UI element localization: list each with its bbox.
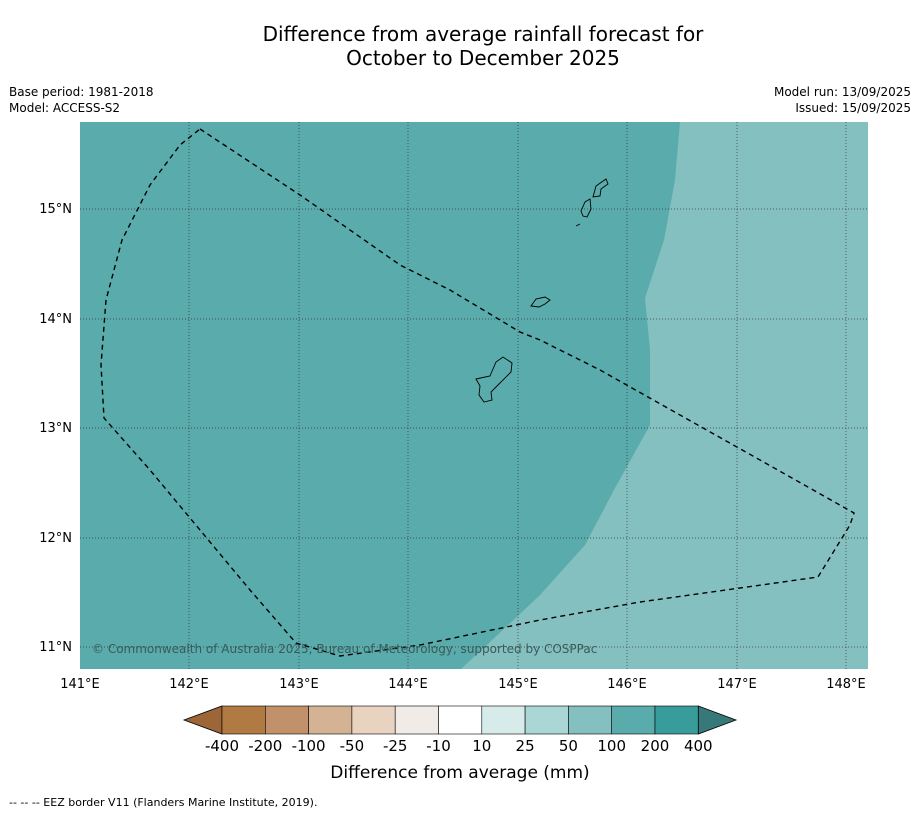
lon-label: 142°E: [169, 677, 209, 692]
colorbar-swatch: [308, 705, 353, 735]
copyright-notice: © Commonwealth of Australia 2025, Bureau…: [92, 642, 597, 656]
graticule: [80, 122, 868, 669]
colorbar-swatch: [568, 705, 613, 735]
saipan-island: [592, 178, 609, 198]
colorbar-swatch: [524, 705, 569, 735]
title-line-2: October to December 2025: [346, 46, 620, 70]
colorbar-swatch: [481, 705, 526, 735]
colorbar-tick-label: 50: [559, 737, 578, 755]
lat-label: 15°N: [39, 202, 72, 217]
colorbar-extend-high: [697, 705, 738, 735]
colorbar-tick-label: -100: [292, 737, 326, 755]
rainfall-band-50-100: [461, 122, 868, 669]
model-name: Model: ACCESS-S2: [9, 101, 121, 115]
lat-label: 14°N: [39, 312, 72, 327]
model-run: Model run: 13/09/2025: [773, 85, 911, 99]
eez-border: [100, 128, 855, 657]
colorbar-swatch: [221, 705, 266, 735]
colorbar-tick-label: 400: [684, 737, 713, 755]
lon-labels: 141°E 142°E 143°E 144°E 145°E 146°E 147°…: [60, 677, 866, 692]
chart-title: Difference from average rainfall forecas…: [0, 22, 919, 70]
base-period: Base period: 1981-2018: [9, 85, 154, 99]
colorbar-swatch: [438, 705, 483, 735]
lat-labels: 15°N 14°N 13°N 12°N 11°N: [39, 202, 72, 655]
colorbar-swatch: [611, 705, 656, 735]
colorbar-extend-low: [182, 705, 223, 735]
lat-label: 11°N: [39, 640, 72, 655]
meta-left: Base period: 1981-2018 Model: ACCESS-S2: [9, 84, 154, 116]
lon-label: 145°E: [498, 677, 538, 692]
guam-island: [475, 356, 513, 403]
colorbar-tick-label: 10: [472, 737, 491, 755]
islands: [475, 178, 609, 403]
colorbar-tick-label: 100: [597, 737, 626, 755]
meta-right: Model run: 13/09/2025 Issued: 15/09/2025: [774, 84, 911, 116]
lat-label: 12°N: [39, 531, 72, 546]
map-area: © Commonwealth of Australia 2025, Bureau…: [80, 122, 868, 669]
colorbar-swatch: [394, 705, 439, 735]
tinian-island: [580, 198, 592, 218]
lon-label: 143°E: [279, 677, 319, 692]
colorbar-tick-label: -10: [426, 737, 451, 755]
title-line-1: Difference from average rainfall forecas…: [262, 22, 704, 46]
eez-footnote: -- -- -- EEZ border V11 (Flanders Marine…: [9, 796, 318, 809]
colorbar-label: Difference from average (mm): [330, 763, 589, 783]
rota-island: [530, 296, 551, 308]
lon-label: 147°E: [717, 677, 757, 692]
colorbar-tick-label: -50: [340, 737, 365, 755]
lon-label: 144°E: [388, 677, 428, 692]
lon-label: 146°E: [607, 677, 647, 692]
colorbar-swatch: [654, 705, 699, 735]
lon-label: 148°E: [826, 677, 866, 692]
colorbar-tick-label: -200: [248, 737, 282, 755]
colorbar-swatch: [351, 705, 396, 735]
colorbar-tick-label: 25: [516, 737, 535, 755]
lat-label: 13°N: [39, 421, 72, 436]
colorbar-tick-label: -400: [205, 737, 239, 755]
issued-date: Issued: 15/09/2025: [795, 101, 911, 115]
colorbar-legend: -400 -200 -100 -50 -25 -10 10 25 50 100 200 400: [182, 705, 738, 755]
lon-label: 141°E: [60, 677, 100, 692]
colorbar-swatch: [264, 705, 309, 735]
colorbar-tick-label: 200: [641, 737, 670, 755]
aguijan-island: [575, 223, 581, 227]
colorbar-tick-label: -25: [383, 737, 408, 755]
